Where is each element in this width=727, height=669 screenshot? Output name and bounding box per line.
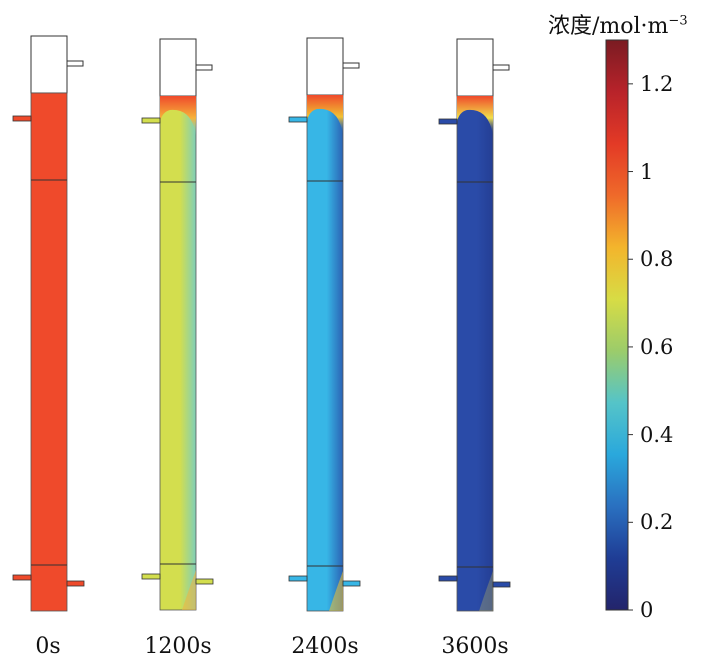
left-lower-nozzle xyxy=(12,574,32,581)
column-header-box xyxy=(456,38,494,97)
colorbar-title: 浓度/mol·m−3 xyxy=(548,8,688,40)
column-1200s xyxy=(141,38,214,611)
column-header-box xyxy=(306,37,344,96)
time-label-0s: 0s xyxy=(35,634,61,659)
left-upper-nozzle xyxy=(288,116,308,123)
left-upper-nozzle xyxy=(438,118,458,125)
right-lower-nozzle xyxy=(342,580,361,587)
left-lower-nozzle xyxy=(288,575,308,582)
colorbar-title-exponent: −3 xyxy=(668,13,688,29)
top-outlet-nozzle xyxy=(195,64,213,71)
colorbar-tick-label: 0.2 xyxy=(640,510,674,535)
left-lower-nozzle xyxy=(141,573,161,580)
bottom-plume xyxy=(479,571,493,611)
colorbar-title-text: 浓度/mol·m xyxy=(548,14,669,39)
right-lower-nozzle xyxy=(195,578,214,585)
colorbar-tick-label: 0.8 xyxy=(640,247,674,272)
left-upper-nozzle xyxy=(141,117,161,124)
right-lower-nozzle xyxy=(492,581,511,588)
inlet-plume xyxy=(307,95,343,135)
top-outlet-nozzle xyxy=(66,60,84,67)
column-header-box xyxy=(30,35,68,94)
time-label-2400s: 2400s xyxy=(291,634,359,659)
colorbar-tick-label: 0.4 xyxy=(640,422,674,447)
left-upper-nozzle xyxy=(12,115,32,122)
top-outlet-nozzle xyxy=(342,62,360,69)
left-lower-nozzle xyxy=(438,575,458,582)
time-label-3600s: 3600s xyxy=(441,634,509,659)
colorbar-tick-label: 0.6 xyxy=(640,334,674,359)
bottom-plume xyxy=(329,571,343,611)
inlet-plume xyxy=(160,96,196,136)
tube-body xyxy=(159,95,197,611)
column-3600s xyxy=(438,38,511,612)
tube-body xyxy=(306,94,344,612)
column-2400s xyxy=(288,37,361,612)
inlet-plume xyxy=(457,96,493,136)
top-outlet-nozzle xyxy=(492,64,510,71)
colorbar-tick-label: 1.2 xyxy=(640,71,674,96)
tube-body xyxy=(456,95,494,612)
tube-body xyxy=(30,92,68,612)
colorbar xyxy=(605,39,629,611)
colorbar-tick-label: 0 xyxy=(640,598,654,622)
column-0s xyxy=(12,35,85,612)
column-header-box xyxy=(159,38,197,97)
colorbar-tick-label: 1 xyxy=(640,159,654,184)
time-label-1200s: 1200s xyxy=(144,634,212,659)
bottom-plume xyxy=(182,570,196,610)
right-lower-nozzle xyxy=(66,580,85,587)
